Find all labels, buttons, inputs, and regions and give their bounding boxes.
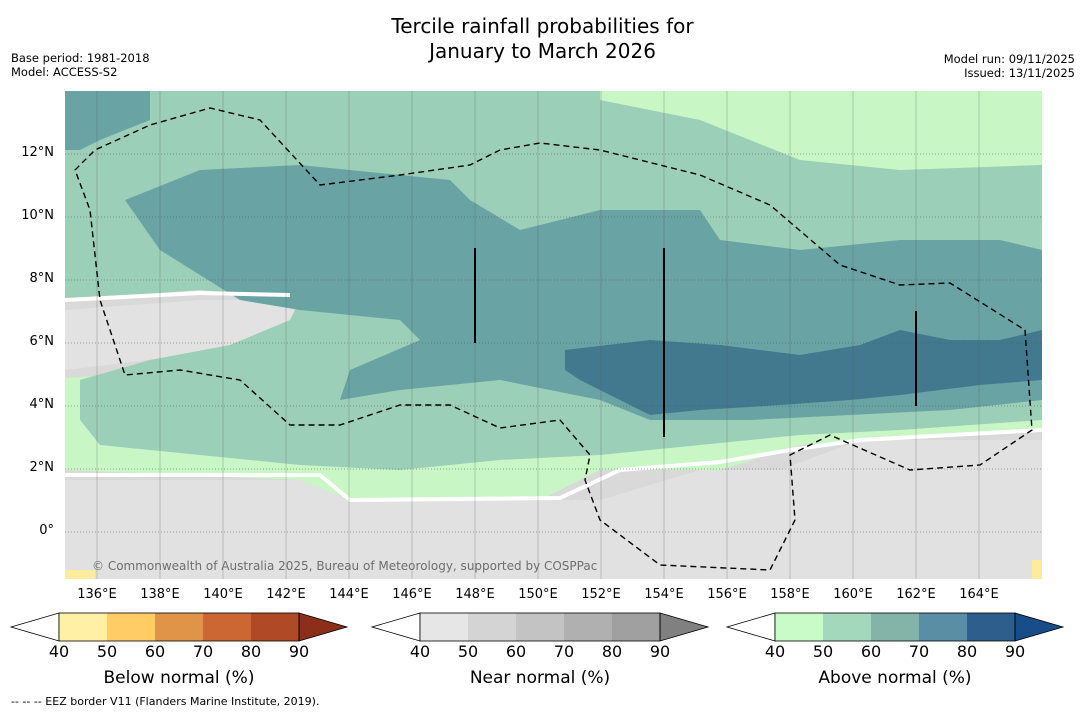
colorbar-near-swatch (659, 612, 710, 642)
lon-label: 142°E (266, 587, 306, 602)
base-period-text: Base period: 1981-2018 (11, 51, 150, 65)
lat-label: 10°N (21, 208, 54, 223)
near-normal-40-west (65, 300, 300, 370)
colorbar-tick: 40 (409, 642, 431, 661)
colorbar-above-swatch (1014, 612, 1065, 642)
lon-label: 150°E (518, 587, 558, 602)
lon-label: 152°E (581, 587, 621, 602)
colorbar-tick: 80 (240, 642, 262, 661)
lon-label: 154°E (644, 587, 684, 602)
colorbar-tick: 60 (505, 642, 527, 661)
lon-label: 146°E (392, 587, 432, 602)
colorbar-tick: 40 (48, 642, 70, 661)
model-text: Model: ACCESS-S2 (11, 65, 118, 79)
colorbar-above-swatch (919, 613, 967, 641)
colorbar-below-swatch (59, 613, 107, 641)
colorbar-tick: 90 (1004, 642, 1026, 661)
lon-label: 158°E (770, 587, 810, 602)
colorbar-tick: 50 (457, 642, 479, 661)
colorbar-tick: 60 (860, 642, 882, 661)
colorbar-below-swatch (155, 613, 203, 641)
lat-label: 8°N (29, 271, 55, 286)
colorbar-below (9, 612, 349, 642)
colorbar-near (370, 612, 710, 642)
colorbar-tick: 40 (764, 642, 786, 661)
colorbar-above-swatch (775, 613, 823, 641)
colorbar-below-swatch (203, 613, 251, 641)
lon-label: 156°E (707, 587, 747, 602)
meta-left: Base period: 1981-2018 Model: ACCESS-S2 (11, 51, 150, 79)
colorbar-tick: 70 (553, 642, 575, 661)
colorbar-near-swatch (516, 613, 564, 641)
model-run-text: Model run: 09/11/2025 (943, 52, 1075, 66)
near-normal-40-south (65, 440, 1042, 579)
above-70-region (565, 330, 1042, 415)
colorbar-above (725, 612, 1065, 642)
lon-label: 164°E (959, 587, 999, 602)
colorbar-above-swatch (967, 613, 1015, 641)
lat-label: 12°N (21, 145, 54, 160)
title-line-2: January to March 2026 (429, 39, 656, 63)
colorbar-below-swatch (107, 613, 155, 641)
lat-label: 4°N (29, 397, 55, 412)
colorbar-tick: 70 (908, 642, 930, 661)
lon-label: 144°E (329, 587, 369, 602)
map-plot-area (65, 91, 1042, 579)
colorbar-tick: 50 (812, 642, 834, 661)
lat-label: 6°N (29, 334, 55, 349)
colorbar-below-title: Below normal (%) (103, 668, 255, 688)
colorbar-tick: 80 (601, 642, 623, 661)
colorbar-tick: 50 (96, 642, 118, 661)
meta-right: Model run: 09/11/2025 Issued: 13/11/2025 (944, 52, 1075, 80)
colorbar-near-swatch (564, 613, 612, 641)
colorbar-tick: 90 (649, 642, 671, 661)
below-40-southeast (1032, 560, 1042, 579)
colorbar-near-swatch (612, 613, 660, 641)
lon-label: 162°E (896, 587, 936, 602)
colorbar-tick: 90 (288, 642, 310, 661)
colorbar-above-swatch (823, 613, 871, 641)
colorbar-tick: 70 (192, 642, 214, 661)
above-60-northwest (65, 91, 150, 150)
colorbar-near-title: Near normal (%) (469, 668, 611, 688)
lon-label: 140°E (203, 587, 243, 602)
colorbar-above-swatch (871, 613, 919, 641)
below-40-southwest (65, 570, 95, 579)
issued-text: Issued: 13/11/2025 (964, 66, 1075, 80)
lon-label: 148°E (455, 587, 495, 602)
chart-title: Tercile rainfall probabilities for Janua… (0, 14, 1085, 64)
colorbar-tick: 80 (956, 642, 978, 661)
colorbar-below-swatch (251, 613, 299, 641)
colorbar-below-swatch (298, 612, 349, 642)
colorbar-near-swatch (420, 613, 468, 641)
title-line-1: Tercile rainfall probabilities for (391, 14, 694, 38)
copyright-notice: © Commonwealth of Australia 2025, Bureau… (92, 559, 598, 573)
eez-footnote: -- -- -- EEZ border V11 (Flanders Marine… (11, 695, 320, 708)
colorbar-near-swatch (468, 613, 516, 641)
colorbar-above-title: Above normal (%) (818, 668, 972, 688)
lat-label: 0° (39, 523, 54, 538)
lat-gridlines (65, 153, 1042, 533)
lon-label: 136°E (77, 587, 117, 602)
lat-label: 2°N (29, 460, 55, 475)
lon-label: 138°E (140, 587, 180, 602)
colorbar-tick: 60 (144, 642, 166, 661)
lon-label: 160°E (833, 587, 873, 602)
